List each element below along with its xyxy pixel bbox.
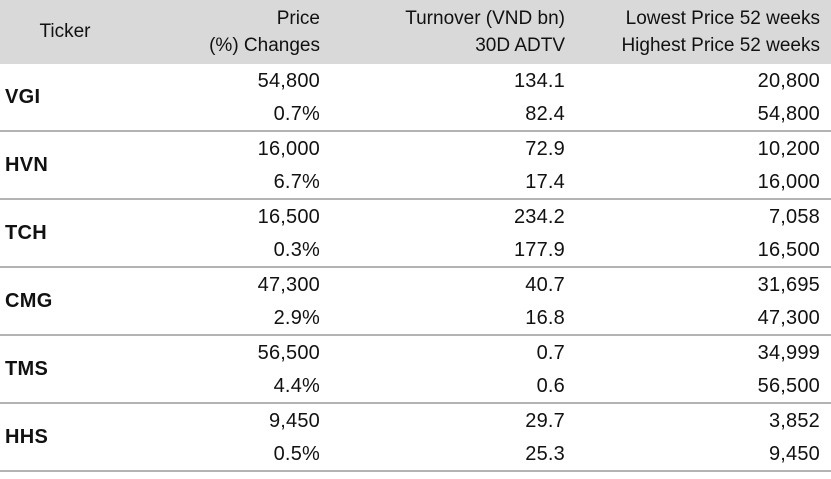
high-52w-value: 16,000 <box>757 171 820 193</box>
ticker-cell: VGI <box>5 86 41 108</box>
turnover-value: 72.9 <box>525 138 565 160</box>
header-52w-range: Lowest Price 52 weeks Highest Price 52 w… <box>575 5 831 59</box>
header-turnover-adtv: Turnover (VND bn) 30D ADTV <box>330 5 575 59</box>
turnover-adtv-cell: 0.7 0.6 <box>330 336 575 403</box>
adtv-value: 17.4 <box>525 171 565 193</box>
header-turnover-label: Turnover (VND bn) <box>405 8 565 29</box>
turnover-adtv-cell: 134.1 82.4 <box>330 64 575 131</box>
high-52w-value: 9,450 <box>768 443 820 465</box>
table-row: TMS 56,500 4.4% 0.7 0.6 34,999 56,500 <box>0 336 831 404</box>
price-value: 16,000 <box>257 138 320 160</box>
high-52w-value: 54,800 <box>757 103 820 125</box>
turnover-value: 134.1 <box>513 70 565 92</box>
low-52w-value: 10,200 <box>757 138 820 160</box>
header-price-label: Price <box>276 8 320 29</box>
ticker-cell: HVN <box>5 154 49 176</box>
header-adtv-label: 30D ADTV <box>475 35 565 56</box>
ticker-cell: CMG <box>5 290 53 312</box>
high-52w-value: 56,500 <box>757 375 820 397</box>
table-row: CMG 47,300 2.9% 40.7 16.8 31,695 47,300 <box>0 268 831 336</box>
price-change-cell: 16,000 6.7% <box>130 132 330 199</box>
price-change-cell: 54,800 0.7% <box>130 64 330 131</box>
price-change-cell: 47,300 2.9% <box>130 268 330 335</box>
adtv-value: 82.4 <box>525 103 565 125</box>
price-range-cell: 34,999 56,500 <box>575 336 831 403</box>
low-52w-value: 20,800 <box>757 70 820 92</box>
adtv-value: 0.6 <box>536 375 565 397</box>
adtv-value: 177.9 <box>513 239 565 261</box>
price-value: 9,450 <box>268 410 320 432</box>
price-range-cell: 3,852 9,450 <box>575 404 831 471</box>
table-row: TCH 16,500 0.3% 234.2 177.9 7,058 16,500 <box>0 200 831 268</box>
price-change-cell: 56,500 4.4% <box>130 336 330 403</box>
header-highest-label: Highest Price 52 weeks <box>621 35 820 56</box>
table-header-row: Ticker Price (%) Changes Turnover (VND b… <box>0 0 831 64</box>
price-range-cell: 31,695 47,300 <box>575 268 831 335</box>
price-value: 47,300 <box>257 274 320 296</box>
turnover-value: 40.7 <box>525 274 565 296</box>
price-value: 16,500 <box>257 206 320 228</box>
price-range-cell: 10,200 16,000 <box>575 132 831 199</box>
header-changes-label: (%) Changes <box>209 35 320 56</box>
price-value: 56,500 <box>257 342 320 364</box>
change-pct-value: 2.9% <box>273 307 320 329</box>
turnover-adtv-cell: 29.7 25.3 <box>330 404 575 471</box>
price-value: 54,800 <box>257 70 320 92</box>
turnover-adtv-cell: 234.2 177.9 <box>330 200 575 267</box>
change-pct-value: 6.7% <box>273 171 320 193</box>
price-range-cell: 7,058 16,500 <box>575 200 831 267</box>
low-52w-value: 34,999 <box>757 342 820 364</box>
table-row: HVN 16,000 6.7% 72.9 17.4 10,200 16,000 <box>0 132 831 200</box>
turnover-value: 29.7 <box>525 410 565 432</box>
low-52w-value: 31,695 <box>757 274 820 296</box>
low-52w-value: 7,058 <box>768 206 820 228</box>
table-row: HHS 9,450 0.5% 29.7 25.3 3,852 9,450 <box>0 404 831 472</box>
header-lowest-label: Lowest Price 52 weeks <box>625 8 820 29</box>
ticker-cell: HHS <box>5 426 49 448</box>
change-pct-value: 0.5% <box>273 443 320 465</box>
ticker-cell: TMS <box>5 358 49 380</box>
change-pct-value: 4.4% <box>273 375 320 397</box>
header-ticker: Ticker <box>39 21 91 42</box>
adtv-value: 25.3 <box>525 443 565 465</box>
header-price-changes: Price (%) Changes <box>130 5 330 59</box>
price-change-cell: 16,500 0.3% <box>130 200 330 267</box>
change-pct-value: 0.3% <box>273 239 320 261</box>
table-row: VGI 54,800 0.7% 134.1 82.4 20,800 54,800 <box>0 64 831 132</box>
adtv-value: 16.8 <box>525 307 565 329</box>
change-pct-value: 0.7% <box>273 103 320 125</box>
high-52w-value: 16,500 <box>757 239 820 261</box>
low-52w-value: 3,852 <box>768 410 820 432</box>
turnover-adtv-cell: 72.9 17.4 <box>330 132 575 199</box>
turnover-adtv-cell: 40.7 16.8 <box>330 268 575 335</box>
high-52w-value: 47,300 <box>757 307 820 329</box>
price-change-cell: 9,450 0.5% <box>130 404 330 471</box>
ticker-cell: TCH <box>5 222 48 244</box>
turnover-value: 0.7 <box>536 342 565 364</box>
turnover-value: 234.2 <box>513 206 565 228</box>
price-range-cell: 20,800 54,800 <box>575 64 831 131</box>
